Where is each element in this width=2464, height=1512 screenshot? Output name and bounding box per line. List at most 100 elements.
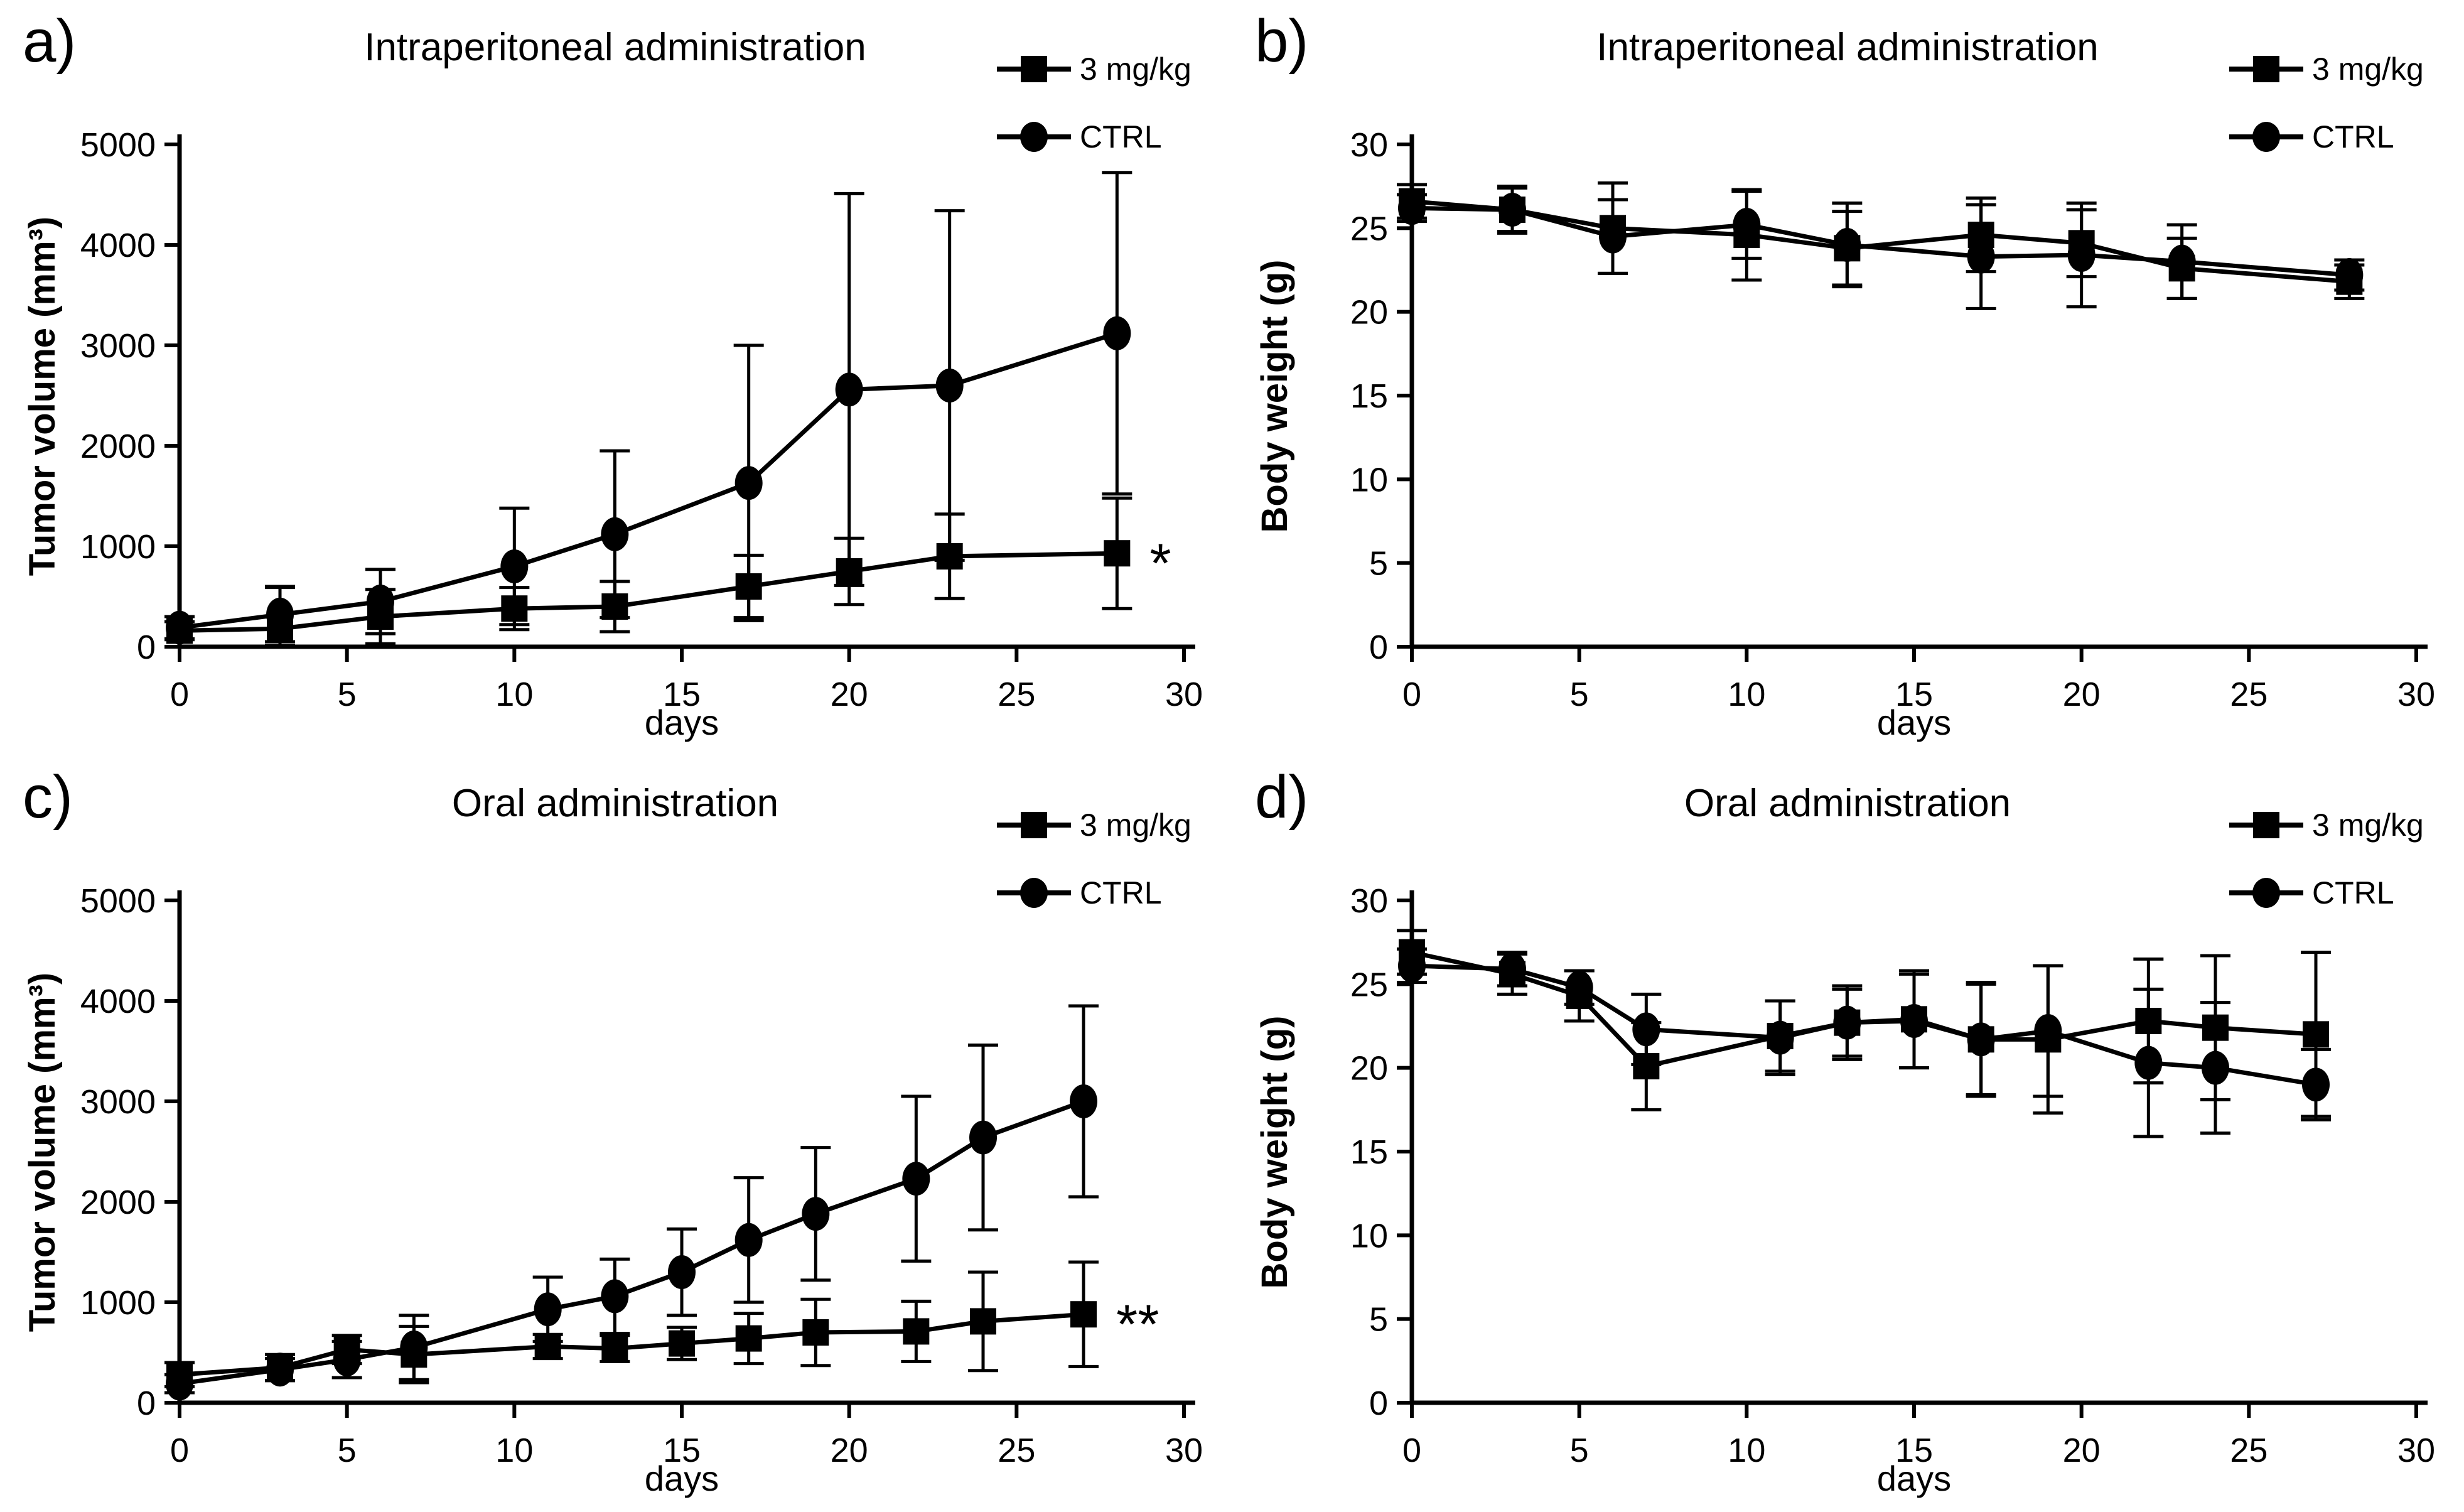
svg-text:0: 0 [1369,1385,1388,1422]
legend-item-control: CTRL [2229,874,2424,912]
legend-item-control: CTRL [997,874,1192,912]
series-ctrl [1397,185,2365,310]
svg-text:15: 15 [1350,1133,1388,1171]
circle-marker-icon [997,878,1071,908]
legend: 3 mg/kg CTRL [997,806,1192,942]
svg-text:30: 30 [1165,1432,1203,1469]
x-axis-label: days [1876,703,1952,742]
svg-text:10: 10 [495,676,533,713]
panel-letter: d) [1255,764,1309,831]
legend-label: CTRL [2312,119,2394,154]
svg-text:5: 5 [338,676,357,713]
panel-c-plot-canvas: 0 1000 2000 3000 4000 5000 0 5 10 15 20 25 30 ** [80,882,1203,1469]
legend-item-treatment: 3 mg/kg [997,50,1192,88]
svg-text:10: 10 [495,1432,533,1469]
legend-label: 3 mg/kg [1080,807,1192,843]
y-axis: 0 1000 2000 3000 4000 5000 [80,882,182,1422]
panel-title: Oral administration [451,782,779,825]
svg-text:20: 20 [2063,676,2101,713]
legend-label: CTRL [1080,119,1162,154]
y-axis-label: Body weight (g) [1254,1015,1295,1289]
y-axis: 0 1000 2000 3000 4000 5000 [80,126,182,666]
svg-text:4000: 4000 [80,983,156,1020]
panel-a-plot-canvas: 0 1000 2000 3000 4000 5000 0 5 10 15 20 25 30 * [80,126,1203,713]
panel-letter: b) [1255,8,1309,75]
svg-text:10: 10 [1350,1217,1388,1255]
y-axis-label: Body weight (g) [1254,259,1295,533]
panel-letter: c) [23,764,73,831]
square-marker-icon [997,56,1071,82]
x-axis: 0 5 10 15 20 25 30 [1402,1400,2435,1469]
svg-text:0: 0 [137,1385,156,1422]
legend-label: 3 mg/kg [2312,51,2424,87]
svg-text:5: 5 [338,1432,357,1469]
legend-item-treatment: 3 mg/kg [997,806,1192,844]
svg-text:15: 15 [1895,1432,1933,1469]
svg-text:15: 15 [663,1432,701,1469]
series-ctrl [164,171,1132,645]
svg-text:10: 10 [1728,676,1765,713]
svg-text:2000: 2000 [80,1184,156,1221]
svg-text:20: 20 [1350,1050,1388,1088]
svg-text:20: 20 [2063,1432,2101,1469]
svg-text:25: 25 [2230,1432,2268,1469]
panel-b-plot-canvas: 0 5 10 15 20 25 30 0 5 10 15 20 25 30 [1350,126,2435,713]
svg-text:0: 0 [170,676,189,713]
svg-text:15: 15 [1895,676,1933,713]
x-axis: 0 5 10 15 20 25 30 [170,1400,1203,1469]
y-axis-label: Tumor volume (mm³) [22,972,63,1332]
svg-text:30: 30 [1350,882,1388,920]
panel-d: 0 5 10 15 20 25 30 0 5 10 15 20 25 30 d) Oral adminis… [1232,756,2464,1512]
x-axis-label: days [644,703,719,742]
square-marker-icon [997,812,1071,838]
series-ctrl [164,1004,1099,1401]
svg-text:25: 25 [2230,676,2268,713]
svg-text:30: 30 [2397,1432,2435,1469]
circle-marker-icon [997,122,1071,152]
panel-title: Oral administration [1684,782,2011,825]
svg-text:20: 20 [831,676,868,713]
svg-text:10: 10 [1350,461,1388,499]
series-3-mg-kg [1397,181,2365,300]
panel-title: Intraperitoneal administration [1596,26,2099,69]
circle-marker-icon [2229,878,2303,908]
panel-d-plot-canvas: 0 5 10 15 20 25 30 0 5 10 15 20 25 30 [1350,882,2435,1469]
circle-marker-icon [2229,122,2303,152]
svg-text:0: 0 [170,1432,189,1469]
legend-item-treatment: 3 mg/kg [2229,50,2424,88]
svg-text:25: 25 [1350,210,1388,247]
significance-annotation: * [1149,532,1171,594]
legend-label: 3 mg/kg [1080,51,1192,87]
square-marker-icon [2229,56,2303,82]
svg-text:0: 0 [1402,1432,1421,1469]
svg-text:3000: 3000 [80,1083,156,1121]
series-3-mg-kg [164,1260,1099,1388]
svg-text:25: 25 [1350,966,1388,1003]
svg-text:1000: 1000 [80,528,156,566]
svg-text:20: 20 [1350,294,1388,332]
svg-text:25: 25 [998,1432,1035,1469]
series-ctrl [1397,947,2331,1138]
x-axis: 0 5 10 15 20 25 30 [1402,644,2435,713]
legend-label: 3 mg/kg [2312,807,2424,843]
panel-letter: a) [23,8,77,75]
svg-text:30: 30 [1165,676,1203,713]
svg-text:5000: 5000 [80,882,156,920]
svg-text:0: 0 [137,629,156,666]
legend-label: CTRL [2312,875,2394,910]
panel-c: 0 1000 2000 3000 4000 5000 0 5 10 15 20 25 30 ** c) O… [0,756,1232,1512]
x-axis-label: days [1876,1459,1952,1498]
legend: 3 mg/kg CTRL [997,50,1192,186]
svg-text:30: 30 [1350,126,1388,164]
legend-item-control: CTRL [2229,118,2424,156]
legend-item-treatment: 3 mg/kg [2229,806,2424,844]
svg-text:15: 15 [663,676,701,713]
svg-text:10: 10 [1728,1432,1765,1469]
svg-text:2000: 2000 [80,428,156,465]
x-axis-label: days [644,1459,719,1498]
panel-b: 0 5 10 15 20 25 30 0 5 10 15 20 25 30 b) Intraperiton… [1232,0,2464,756]
y-axis-label: Tumor volume (mm³) [22,216,63,576]
svg-text:3000: 3000 [80,327,156,365]
panel-title: Intraperitoneal administration [364,26,866,69]
